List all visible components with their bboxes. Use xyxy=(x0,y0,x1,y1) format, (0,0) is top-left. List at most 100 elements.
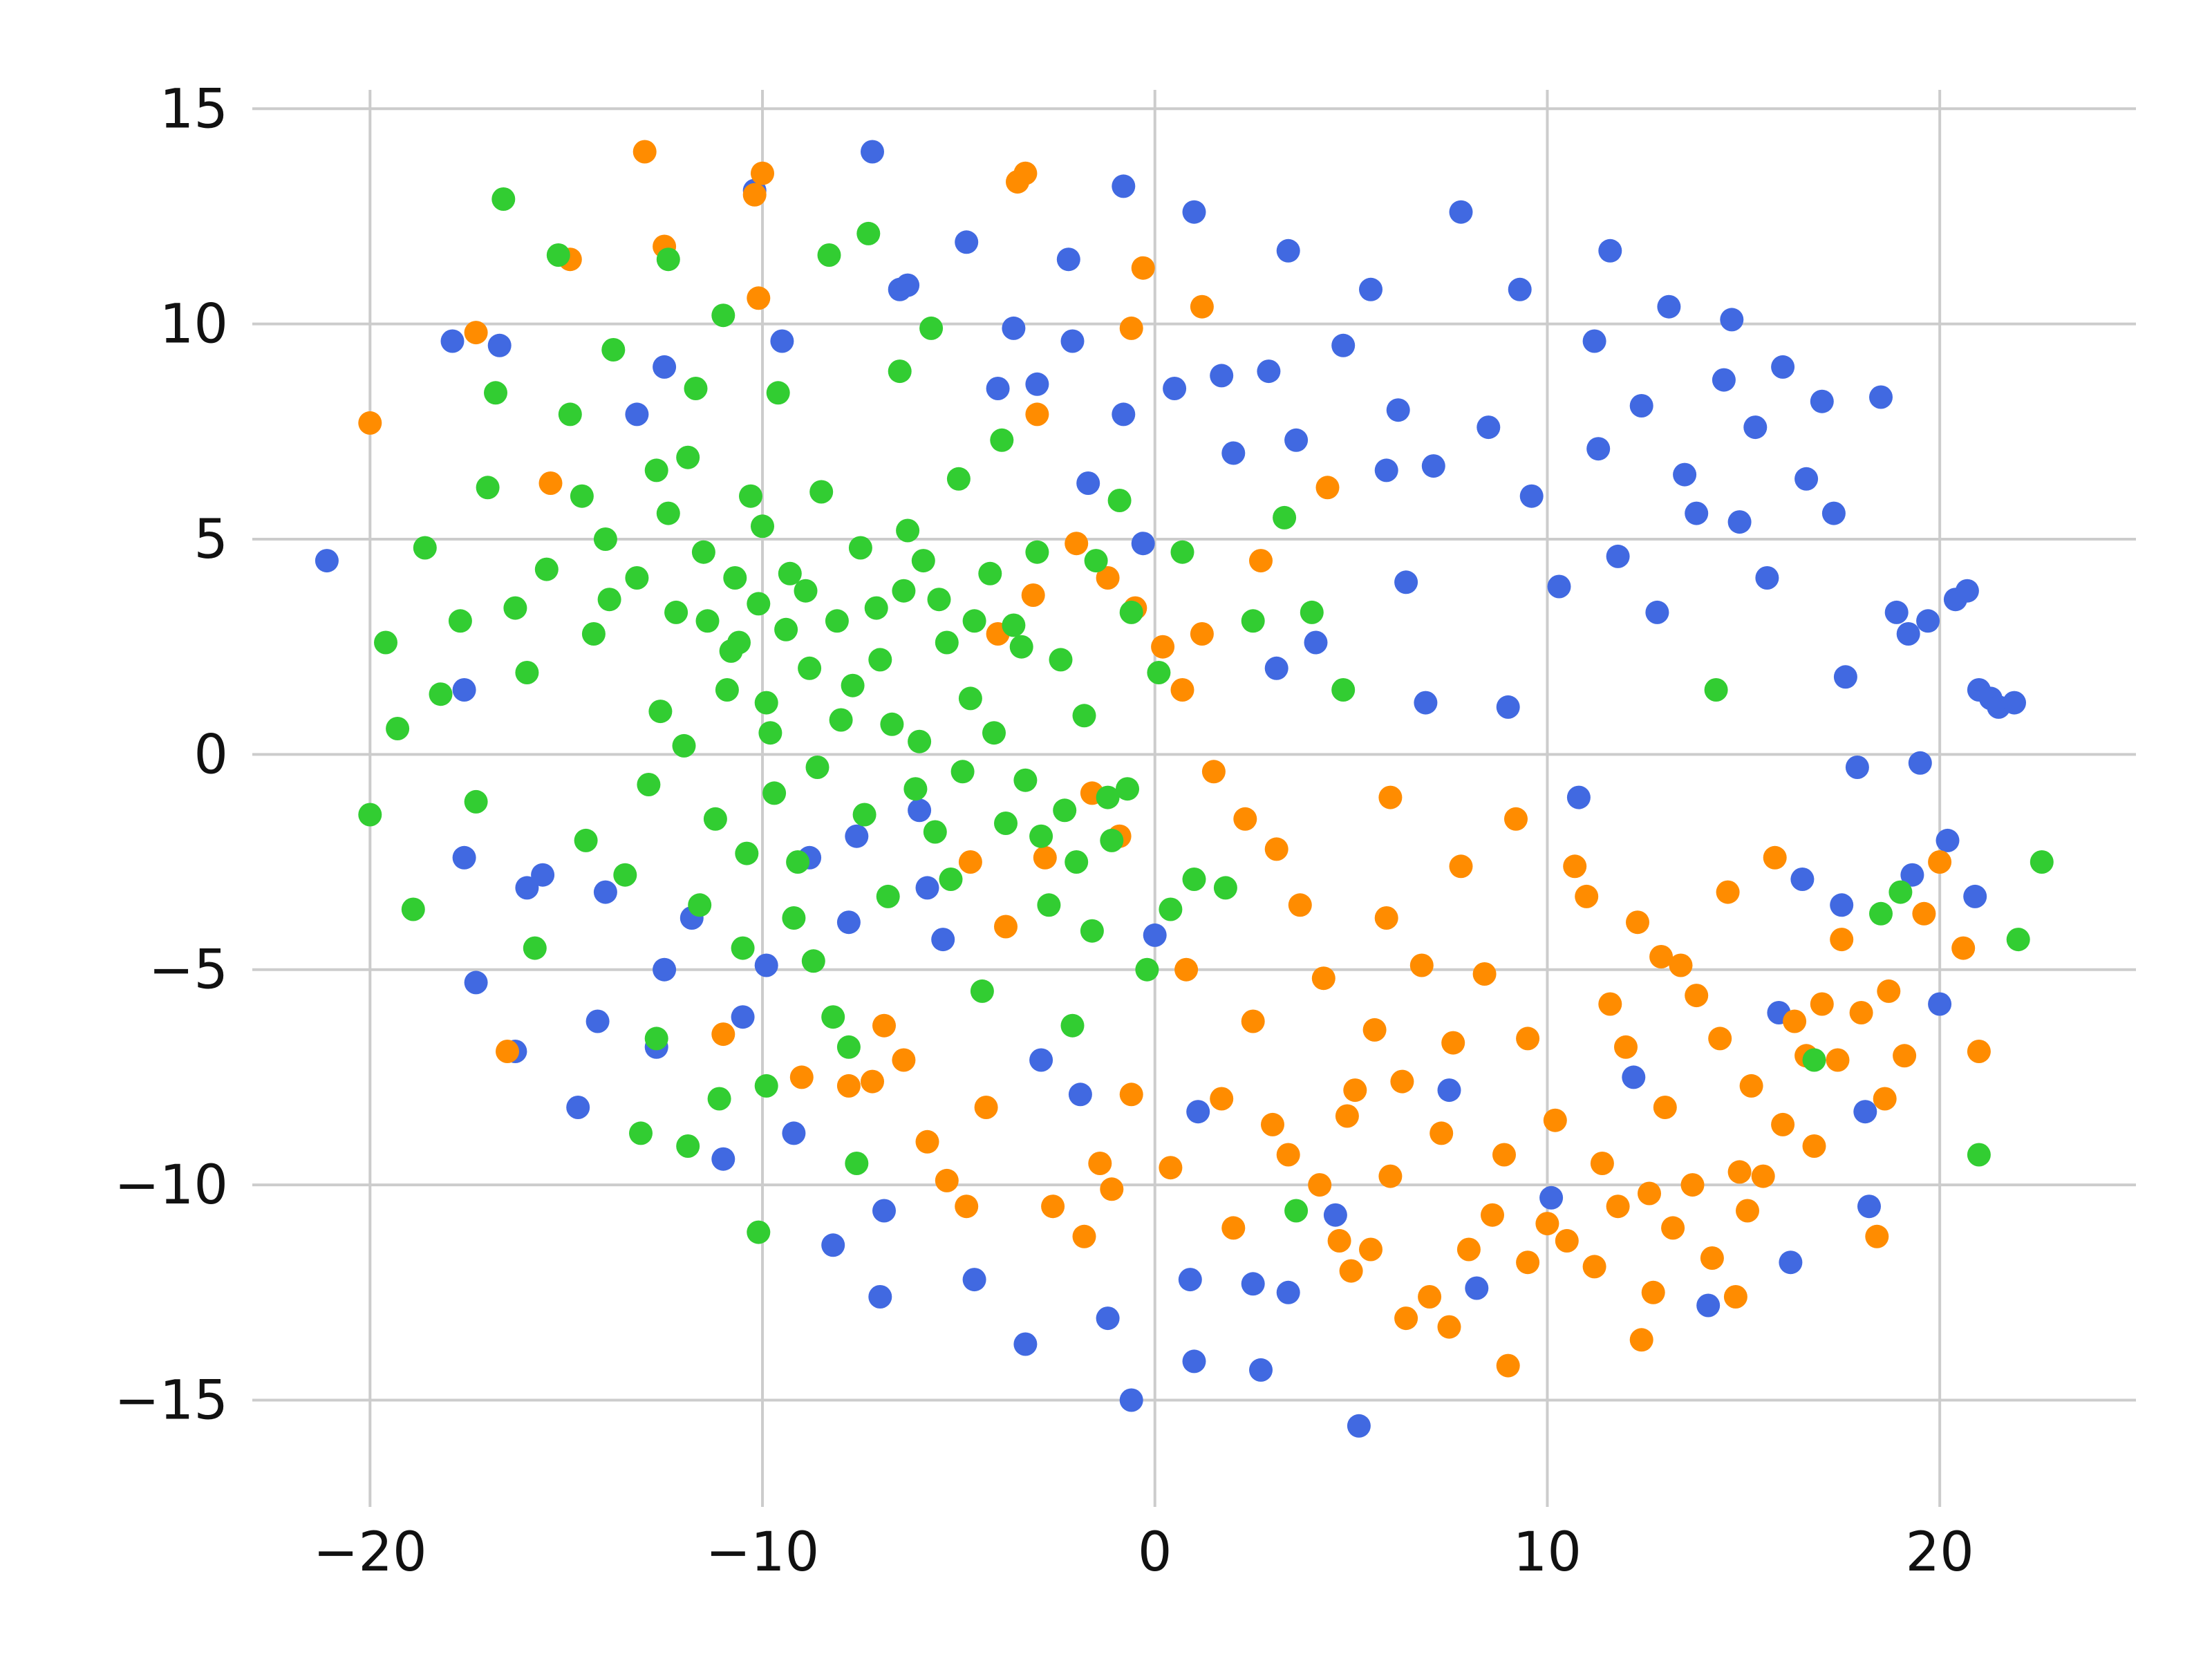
scatter-point xyxy=(1539,1185,1564,1210)
scatter-point xyxy=(1096,785,1120,809)
scatter-point xyxy=(1865,1224,1889,1248)
scatter-point xyxy=(1359,1237,1382,1262)
scatter-point xyxy=(1830,928,1854,952)
scatter-point xyxy=(1041,1194,1065,1219)
scatter-point xyxy=(1504,807,1528,831)
scatter-point xyxy=(1300,600,1324,624)
scatter-point xyxy=(1826,1048,1850,1072)
scatter-point xyxy=(1002,613,1026,637)
scatter-point xyxy=(1276,238,1300,263)
scatter-point xyxy=(1657,294,1681,319)
scatter-point xyxy=(845,824,869,848)
scatter-point xyxy=(794,579,818,603)
scatter-point xyxy=(1496,695,1520,719)
scatter-point xyxy=(978,561,1002,585)
scatter-point xyxy=(1555,1229,1579,1253)
scatter-point xyxy=(1241,609,1265,633)
scatter-point xyxy=(1606,544,1630,568)
scatter-point xyxy=(1378,785,1403,809)
scatter-point xyxy=(448,609,472,633)
scatter-point xyxy=(464,971,488,995)
scatter-point xyxy=(1201,760,1226,784)
scatter-point xyxy=(632,140,657,164)
scatter-point xyxy=(484,381,507,405)
scatter-point xyxy=(946,467,971,491)
scatter-point xyxy=(593,880,617,904)
scatter-point xyxy=(1060,1013,1085,1038)
scatter-point xyxy=(955,1194,979,1219)
scatter-point xyxy=(994,915,1018,939)
scatter-point xyxy=(782,1121,806,1145)
scatter-point xyxy=(648,700,673,724)
scatter-point xyxy=(896,518,920,543)
scatter-point xyxy=(1025,540,1049,564)
scatter-point xyxy=(1159,897,1183,921)
scatter-point xyxy=(1210,1087,1234,1111)
scatter-point xyxy=(1311,966,1335,991)
scatter-point xyxy=(581,622,606,646)
scatter-point xyxy=(915,876,939,900)
scatter-point xyxy=(1857,1194,1881,1219)
scatter-point xyxy=(1119,1082,1143,1107)
x-tick-label: 10 xyxy=(1513,1521,1582,1584)
scatter-point xyxy=(1190,294,1214,319)
scatter-point xyxy=(1916,609,1940,633)
scatter-point xyxy=(1013,768,1038,792)
scatter-point xyxy=(653,957,677,982)
scatter-point xyxy=(1210,364,1234,388)
scatter-point xyxy=(742,182,767,207)
scatter-point xyxy=(1963,884,1987,908)
x-tick-label: −10 xyxy=(706,1521,820,1584)
scatter-point xyxy=(625,566,649,590)
scatter-point xyxy=(1833,665,1857,689)
scatter-point xyxy=(829,708,853,732)
scatter-point xyxy=(711,303,735,328)
scatter-point xyxy=(496,1040,519,1063)
scatter-point xyxy=(1284,1199,1309,1223)
scatter-point xyxy=(1170,540,1194,564)
scatter-point xyxy=(1029,824,1053,848)
scatter-point xyxy=(836,910,861,935)
scatter-point xyxy=(861,140,884,164)
scatter-point xyxy=(1669,953,1693,977)
scatter-point xyxy=(1751,1164,1775,1188)
scatter-point xyxy=(1955,579,1979,603)
scatter-point xyxy=(1598,992,1622,1016)
scatter-point xyxy=(1547,574,1571,599)
scatter-point xyxy=(723,566,747,590)
scatter-point xyxy=(1696,1293,1721,1318)
scatter-point xyxy=(358,411,382,435)
scatter-point xyxy=(653,355,677,379)
scatter-point xyxy=(1378,1164,1403,1188)
scatter-point xyxy=(1308,1173,1332,1197)
scatter-point xyxy=(1421,454,1445,478)
scatter-point xyxy=(766,381,790,405)
scatter-point xyxy=(888,359,912,384)
scatter-point xyxy=(358,803,382,827)
scatter-point xyxy=(515,661,539,684)
scatter-point xyxy=(903,777,928,801)
scatter-point xyxy=(1119,600,1143,624)
scatter-point xyxy=(1060,329,1085,353)
scatter-point xyxy=(1315,476,1340,500)
scatter-point xyxy=(751,514,774,538)
scatter-point xyxy=(1437,1078,1461,1103)
scatter-point xyxy=(727,630,751,655)
scatter-point xyxy=(1716,880,1740,904)
scatter-point xyxy=(1053,798,1077,823)
scatter-point xyxy=(711,1022,735,1047)
scatter-point xyxy=(629,1121,653,1145)
scatter-point xyxy=(644,458,668,482)
scatter-point xyxy=(656,501,680,525)
scatter-point xyxy=(1394,570,1418,594)
scatter-point xyxy=(2006,928,2030,952)
scatter-point xyxy=(1582,329,1606,353)
scatter-point xyxy=(703,807,727,831)
scatter-point xyxy=(597,588,621,612)
scatter-point xyxy=(1374,906,1398,930)
scatter-point xyxy=(1276,1143,1300,1167)
scatter-point xyxy=(487,333,512,357)
scatter-point xyxy=(1049,648,1073,672)
scatter-point xyxy=(1727,1160,1752,1184)
